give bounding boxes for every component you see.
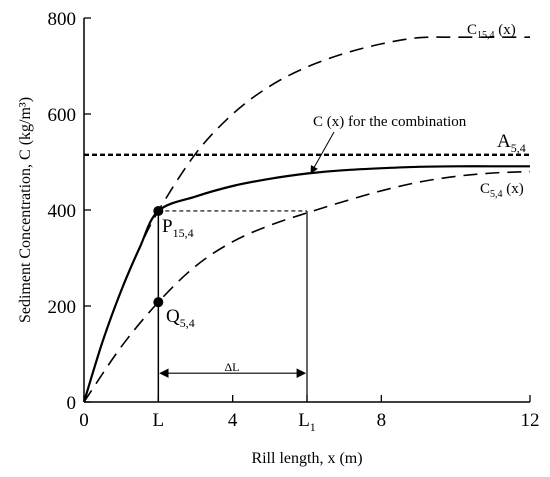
labels: Rill length, x (m) Sediment Concentratio… [17,97,363,467]
data-point-0 [153,205,164,216]
series-label-combination: C (x) for the combination [313,114,467,130]
point-label-q: Q5,4 [166,306,195,330]
series-label-c15: C15,4 (x) [467,22,516,41]
y-tick-label-4: 800 [48,9,77,30]
data-point-1 [153,297,164,308]
y-tick-label-0: 0 [67,393,77,414]
y-tick-label-2: 400 [48,201,77,222]
annotations: C15,4 (x) C5,4 (x) A5,4 C (x) for the co… [162,22,526,374]
point-label-p: P15,4 [162,216,194,240]
x-tick-label-0: 0 [79,410,89,431]
combination-pointer [310,131,335,174]
x-axis-label: Rill length, x (m) [251,450,362,467]
series-label-a54: A5,4 [497,131,526,155]
y-tick-label-1: 200 [48,297,77,318]
y-tick-label-3: 600 [48,105,77,126]
delta-l-label: ΔL [224,360,239,374]
x-tick-label-5: 12 [521,410,540,431]
y-axis-label: Sediment Concentration, C (kg/m³) [17,97,34,323]
plot-area [82,36,531,403]
x-tick-label-2: 4 [228,410,238,431]
series-line-2 [82,165,530,403]
x-tick-label-1: L [153,410,165,431]
x-tick-label-4: 8 [377,410,387,431]
series-label-c5: C5,4 (x) [480,181,524,200]
x-tick-label-3: L1 [298,410,316,434]
